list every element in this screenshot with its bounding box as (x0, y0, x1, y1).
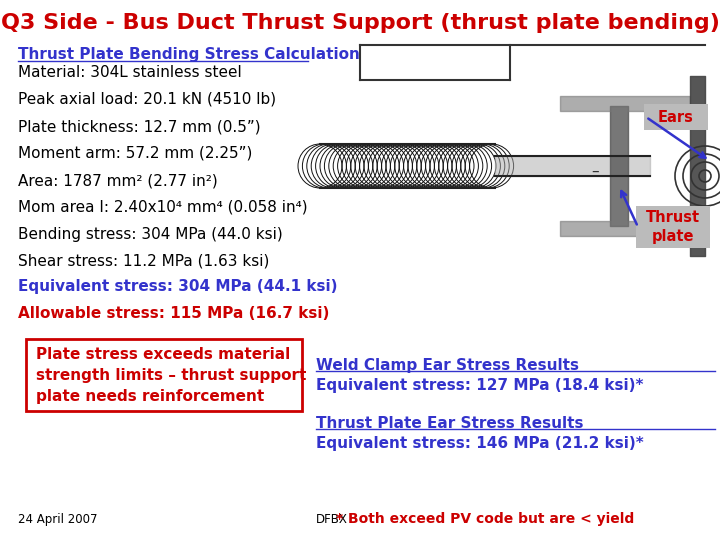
Text: Q3 Side - Bus Duct Thrust Support (thrust plate bending): Q3 Side - Bus Duct Thrust Support (thrus… (1, 13, 719, 33)
Text: Thrust Plate Ear Stress Results: Thrust Plate Ear Stress Results (316, 416, 583, 431)
Text: Bending stress: 304 MPa (44.0 ksi): Bending stress: 304 MPa (44.0 ksi) (18, 227, 283, 242)
Text: Plate thickness: 12.7 mm (0.5”): Plate thickness: 12.7 mm (0.5”) (18, 119, 261, 134)
Text: Plate stress exceeds material
strength limits – thrust support
plate needs reinf: Plate stress exceeds material strength l… (36, 347, 307, 404)
FancyBboxPatch shape (26, 339, 302, 411)
FancyBboxPatch shape (644, 104, 708, 130)
Text: Shear stress: 11.2 MPa (1.63 ksi): Shear stress: 11.2 MPa (1.63 ksi) (18, 254, 269, 269)
Text: Material: 304L stainless steel: Material: 304L stainless steel (18, 65, 242, 80)
Text: Thrust Plate Bending Stress Calculation: Thrust Plate Bending Stress Calculation (18, 47, 360, 62)
Text: Allowable stress: 115 MPa (16.7 ksi): Allowable stress: 115 MPa (16.7 ksi) (18, 306, 329, 321)
Text: Area: 1787 mm² (2.77 in²): Area: 1787 mm² (2.77 in²) (18, 173, 217, 188)
Text: Moment arm: 57.2 mm (2.25”): Moment arm: 57.2 mm (2.25”) (18, 146, 253, 161)
Text: Thrust
plate: Thrust plate (646, 210, 700, 244)
Text: 24 April 2007: 24 April 2007 (18, 513, 97, 526)
Text: DFBX: DFBX (316, 513, 348, 526)
Text: Peak axial load: 20.1 kN (4510 lb): Peak axial load: 20.1 kN (4510 lb) (18, 92, 276, 107)
Bar (310, 40, 718, 352)
Text: Ears: Ears (658, 110, 694, 125)
Text: Mom area I: 2.40x10⁴ mm⁴ (0.058 in⁴): Mom area I: 2.40x10⁴ mm⁴ (0.058 in⁴) (18, 200, 307, 215)
Text: Equivalent stress: 304 MPa (44.1 ksi): Equivalent stress: 304 MPa (44.1 ksi) (18, 279, 338, 294)
Text: Equivalent stress: 146 MPa (21.2 ksi)*: Equivalent stress: 146 MPa (21.2 ksi)* (316, 436, 644, 451)
Text: Weld Clamp Ear Stress Results: Weld Clamp Ear Stress Results (316, 358, 579, 373)
Text: * Both exceed PV code but are < yield: * Both exceed PV code but are < yield (336, 512, 634, 526)
Text: –: – (591, 164, 599, 179)
FancyBboxPatch shape (636, 206, 710, 248)
Text: Equivalent stress: 127 MPa (18.4 ksi)*: Equivalent stress: 127 MPa (18.4 ksi)* (316, 378, 644, 393)
